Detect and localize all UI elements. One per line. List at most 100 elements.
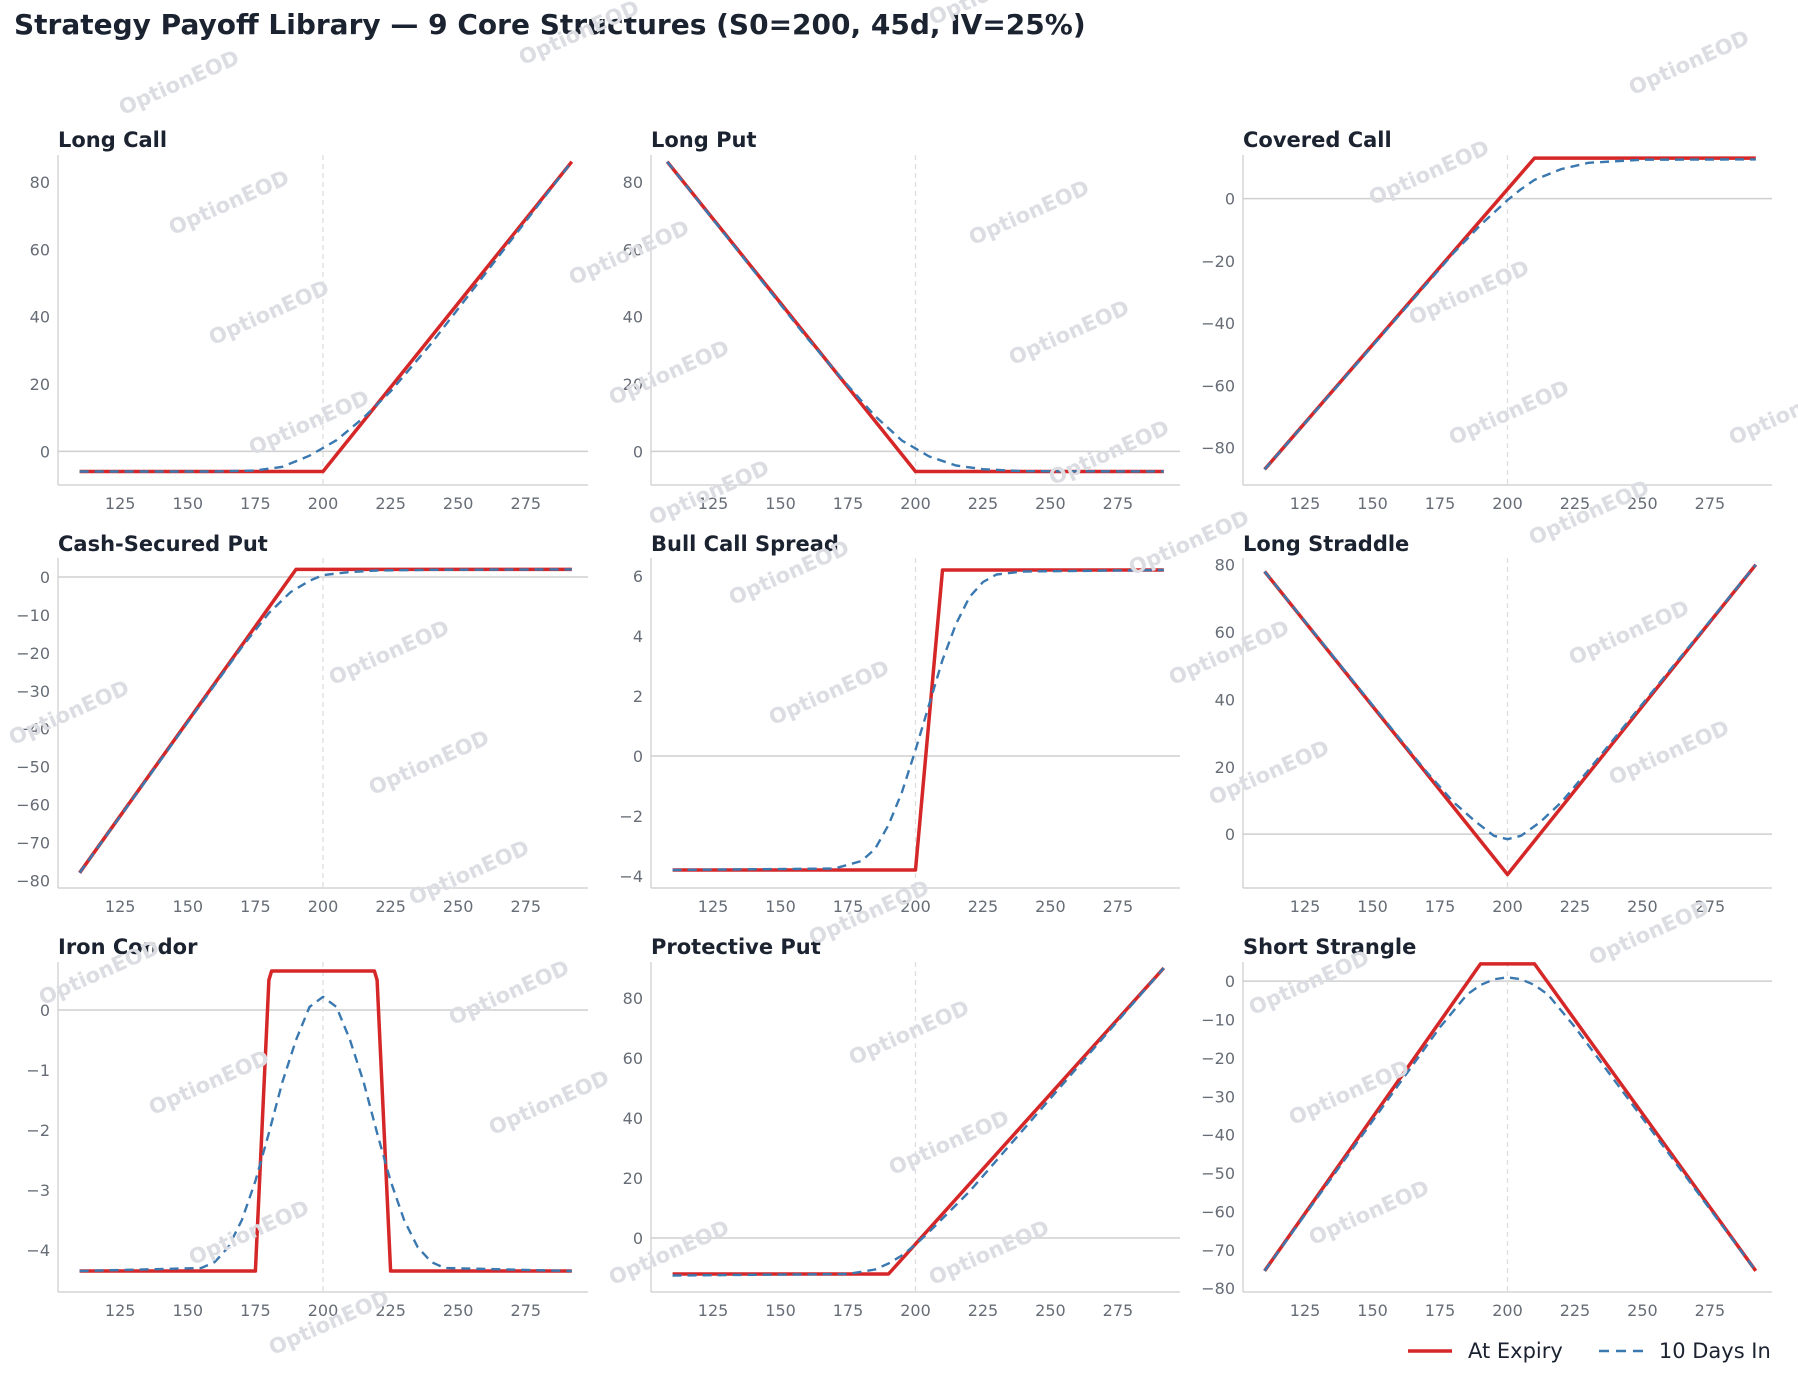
series-days-in-line [79, 160, 573, 473]
x-tick-label: 200 [1492, 897, 1523, 916]
series-days-in-line [1263, 158, 1756, 471]
y-tick-label: 0 [1225, 825, 1235, 844]
y-tick-label: −2 [619, 807, 643, 826]
panel-short-strangle: Short Strangle 125 150 175 200 225 250 275 0 −10 −… [1201, 935, 1772, 1320]
watermark-text: OptionEOD [445, 955, 573, 1029]
watermark-text: OptionEOD [365, 725, 493, 799]
y-tick-label: −40 [16, 720, 50, 739]
x-tick-label: 125 [105, 494, 136, 513]
x-tick-label: 275 [1103, 1301, 1134, 1320]
legend-label-at-expiry: At Expiry [1468, 1339, 1563, 1363]
panel-long-straddle: Long Straddle 125 150 175 200 225 250 275 0 20 40 6… [1215, 532, 1772, 916]
panel-title-protective-put: Protective Put [651, 935, 821, 959]
watermark-text: OptionEOD [765, 655, 893, 729]
x-tick-label: 150 [1357, 1301, 1388, 1320]
x-tick-label: 225 [375, 897, 406, 916]
panel-bull-call-spread: Bull Call Spread 125 150 175 200 225 250 275 6 4 2… [619, 532, 1180, 916]
legend-swatch-dashed [1598, 1349, 1643, 1353]
y-tick-label: −50 [1201, 1164, 1235, 1183]
x-tick-label: 225 [968, 494, 999, 513]
x-tick-label: 125 [698, 897, 729, 916]
y-tick-label: 40 [623, 308, 643, 327]
x-tick-label: 250 [443, 494, 474, 513]
watermark-layer: OptionEOD OptionEOD OptionEOD OptionEOD Opti… [5, 0, 1798, 1360]
x-tick-label: 225 [375, 1301, 406, 1320]
panel-title-bull-call-spread: Bull Call Spread [651, 532, 839, 556]
x-tick-label: 200 [900, 897, 931, 916]
x-tick-label: 175 [833, 897, 864, 916]
y-tick-label: −30 [16, 682, 50, 701]
series-days-in-line [1263, 563, 1757, 841]
x-tick-label: 225 [1560, 1301, 1591, 1320]
y-tick-label: 20 [623, 375, 643, 394]
x-tick-label: 150 [765, 494, 796, 513]
y-tick-label: 0 [40, 442, 50, 461]
series-at-expiry-line [672, 966, 1166, 1276]
x-tick-label: 175 [240, 897, 271, 916]
watermark-text: OptionEOD [1045, 415, 1173, 489]
panel-title-cash-secured-put: Cash-Secured Put [58, 532, 268, 556]
watermark-text: OptionEOD [325, 615, 453, 689]
watermark-text: OptionEOD [1005, 295, 1133, 369]
y-tick-label: −20 [1201, 252, 1235, 271]
x-tick-label: 250 [1627, 494, 1658, 513]
y-tick-label: 0 [40, 1001, 50, 1020]
watermark-text: OptionEOD [245, 385, 373, 459]
series-at-expiry-line [672, 568, 1164, 872]
x-tick-label: 275 [1103, 494, 1134, 513]
watermark-text: OptionEOD [1405, 255, 1533, 329]
x-tick-label: 150 [765, 1301, 796, 1320]
panel-title-long-straddle: Long Straddle [1243, 532, 1409, 556]
x-tick-label: 200 [900, 494, 931, 513]
watermark-text: OptionEOD [1285, 1055, 1413, 1129]
watermark-text: OptionEOD [205, 275, 333, 349]
panel-title-long-call: Long Call [58, 128, 167, 152]
series-days-in-line [79, 995, 572, 1273]
x-tick-label: 125 [1290, 494, 1321, 513]
watermark-text: OptionEOD [1725, 375, 1798, 449]
x-tick-label: 225 [375, 494, 406, 513]
x-tick-label: 175 [833, 494, 864, 513]
x-tick-label: 200 [900, 1301, 931, 1320]
legend-swatch-solid [1408, 1349, 1452, 1353]
watermark-text: OptionEOD [165, 165, 293, 239]
x-tick-label: 225 [968, 1301, 999, 1320]
y-tick-label: 60 [1215, 623, 1235, 642]
watermark-text: OptionEOD [925, 0, 1053, 30]
y-tick-label: 0 [1225, 190, 1235, 209]
y-tick-label: −60 [1201, 1202, 1235, 1221]
legend: At Expiry 10 Days In [1408, 1336, 1771, 1366]
watermark-text: OptionEOD [925, 1215, 1053, 1289]
y-tick-label: 0 [633, 747, 643, 766]
y-tick-label: −80 [16, 871, 50, 890]
panel-long-put: Long Put 125 150 175 200 225 250 275 0 20 40 60 80 [623, 128, 1180, 513]
x-tick-label: 175 [1425, 494, 1456, 513]
x-tick-label: 150 [1357, 494, 1388, 513]
x-tick-label: 175 [240, 494, 271, 513]
y-tick-label: −80 [1201, 439, 1235, 458]
y-tick-label: 60 [623, 240, 643, 259]
x-tick-label: 275 [1695, 897, 1726, 916]
watermark-text: OptionEOD [605, 335, 733, 409]
watermark-text: OptionEOD [885, 1105, 1013, 1179]
watermark-text: OptionEOD [965, 175, 1093, 249]
x-tick-label: 250 [1035, 1301, 1066, 1320]
panel-protective-put: Protective Put 125 150 175 200 225 250 275 0 20 40… [623, 935, 1180, 1320]
y-tick-label: 20 [623, 1169, 643, 1188]
watermark-text: OptionEOD [645, 455, 773, 529]
y-tick-label: 2 [633, 687, 643, 706]
watermark-text: OptionEOD [845, 995, 973, 1069]
watermark-text: OptionEOD [565, 215, 693, 289]
x-tick-label: 200 [308, 897, 339, 916]
x-tick-label: 125 [698, 494, 729, 513]
x-tick-label: 200 [308, 494, 339, 513]
legend-label-days-in: 10 Days In [1658, 1339, 1771, 1363]
panel-iron-condor: Iron Condor 125 150 175 200 225 250 275 0 −1 −2 −3 −… [26, 935, 588, 1320]
x-tick-label: 150 [1357, 897, 1388, 916]
series-at-expiry-line [665, 160, 1164, 474]
x-tick-label: 250 [443, 897, 474, 916]
y-tick-label: −60 [16, 796, 50, 815]
x-tick-label: 250 [443, 1301, 474, 1320]
y-tick-label: 80 [623, 173, 643, 192]
